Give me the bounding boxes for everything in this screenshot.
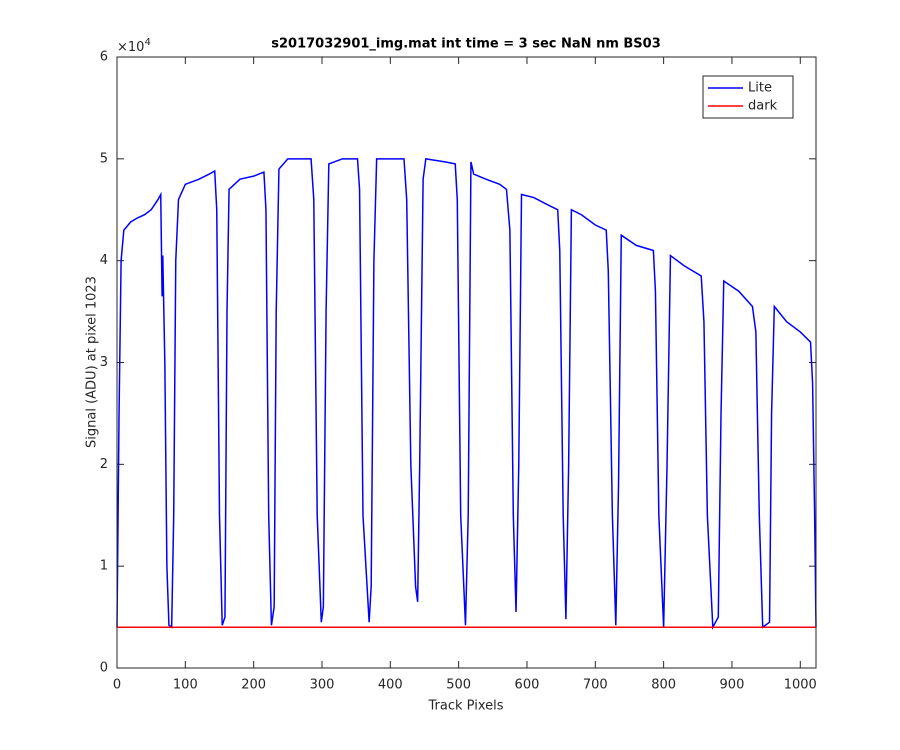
- legend-label: dark: [748, 99, 778, 114]
- y-tick-label: 6: [100, 50, 108, 65]
- x-tick-label: 200: [241, 678, 266, 693]
- legend-box: [702, 75, 794, 119]
- y-tick-label: 5: [100, 151, 108, 166]
- y-exponent-base: ×10: [117, 40, 144, 55]
- y-tick-label: 1: [100, 559, 108, 574]
- x-tick-label: 700: [583, 678, 608, 693]
- legend-label: Lite: [748, 81, 772, 96]
- y-tick-label: 3: [100, 355, 108, 370]
- x-tick-label: 100: [173, 678, 198, 693]
- y-exponent-power: 4: [144, 37, 150, 48]
- x-tick-label: 900: [720, 678, 745, 693]
- x-tick-label: 1000: [784, 678, 817, 693]
- line-series: [116, 157, 817, 631]
- x-axis-label: Track Pixels: [428, 699, 504, 714]
- x-tick-label: 0: [113, 678, 121, 693]
- x-tick-label: 300: [310, 678, 335, 693]
- x-tick-label: 600: [515, 678, 540, 693]
- x-tick-label: 800: [651, 678, 676, 693]
- x-tick-label: 400: [378, 678, 403, 693]
- x-tick-label: 500: [446, 678, 471, 693]
- axes-box: [116, 56, 817, 669]
- chart-title: s2017032901_img.mat int time = 3 sec NaN…: [271, 37, 661, 52]
- y-tick-label: 2: [100, 457, 108, 472]
- y-tick-label: 0: [100, 661, 108, 676]
- y-tick-label: 4: [100, 253, 108, 268]
- y-exponent: ×104: [117, 37, 151, 55]
- y-axis-label: Signal (ADU) at pixel 1023: [85, 276, 100, 448]
